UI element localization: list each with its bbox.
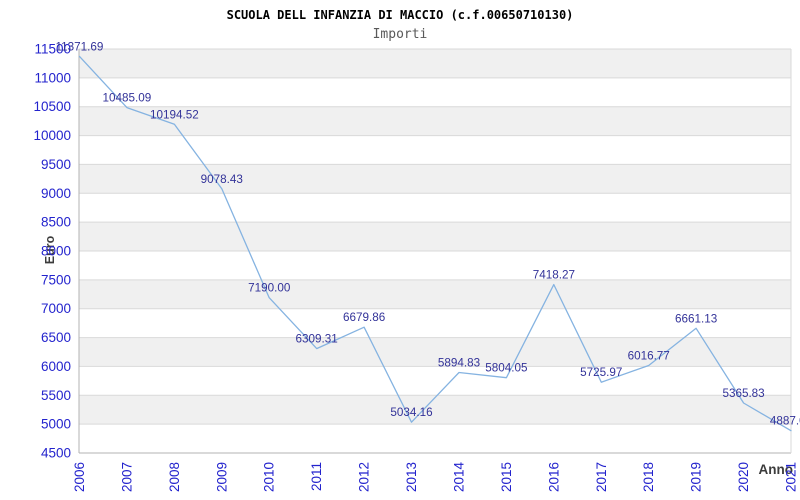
x-tick-label: 2021 [784,462,799,492]
data-point-label: 5034.16 [390,406,432,419]
y-tick-label: 5000 [41,417,71,432]
data-point-label: 10485.09 [103,92,152,105]
chart-title: SCUOLA DELL INFANZIA DI MACCIO (c.f.0065… [226,8,574,22]
y-tick-label: 9000 [41,186,71,201]
x-tick-label: 2018 [641,462,656,492]
data-point-label: 6661.13 [675,312,717,325]
y-tick-label: 10000 [33,128,71,143]
plot-band [79,279,791,309]
data-line [78,55,792,432]
y-tick-label: 11000 [34,70,71,85]
x-tick-label: 2013 [404,462,419,492]
x-tick-label: 2019 [689,462,704,492]
data-point-label: 10194.52 [150,108,199,121]
x-tick-label: 2011 [309,462,324,491]
data-point-label: 6679.86 [343,311,385,324]
chart-subtitle: Importi [372,27,428,42]
plot-band [79,164,791,194]
y-tick-label: 8000 [41,244,71,259]
data-point-label: 5365.83 [722,387,764,400]
data-point-label: 5894.83 [438,356,480,369]
data-point-label: 7190.00 [248,282,291,295]
plot-band [79,49,791,78]
y-tick-label: 6500 [41,330,71,345]
y-tick-label: 11500 [34,42,71,57]
x-tick-label: 2014 [451,462,466,493]
data-point-label: 7418.27 [533,269,575,282]
y-tick-label: 8500 [41,215,71,230]
x-tick-label: 2010 [262,462,277,492]
y-tick-label: 6000 [41,359,71,374]
x-axis-title: Anno [758,462,794,477]
x-tick-label: 2016 [546,462,561,492]
y-tick-label: 4500 [41,446,71,461]
data-point-label: 5725.97 [580,366,622,379]
plot-band [79,222,791,251]
data-point-label: 6016.77 [628,349,670,362]
x-tick-label: 2006 [72,462,87,492]
data-point-label: 5804.05 [485,362,528,375]
data-point-label: 6309.31 [296,333,338,346]
x-tick-label: 2009 [214,462,229,492]
x-tick-label: 2017 [594,462,609,492]
plot-band [79,106,791,136]
x-tick-label: 2015 [499,462,514,492]
x-tick-label: 2008 [167,462,182,492]
y-tick-label: 5500 [41,388,71,403]
x-tick-label: 2020 [736,462,751,492]
plot-band [79,337,791,367]
y-tick-label: 7500 [41,272,71,287]
data-point-label: 9078.43 [201,173,243,186]
plot-band [79,395,791,425]
y-tick-label: 10500 [33,99,71,114]
y-tick-label: 7000 [41,301,71,316]
data-point-label: 4887.00 [770,415,800,428]
x-tick-label: 2007 [119,462,134,492]
x-tick-label: 2012 [357,462,372,492]
data-point-label: 11371.69 [56,40,104,53]
y-tick-label: 9500 [41,157,71,172]
